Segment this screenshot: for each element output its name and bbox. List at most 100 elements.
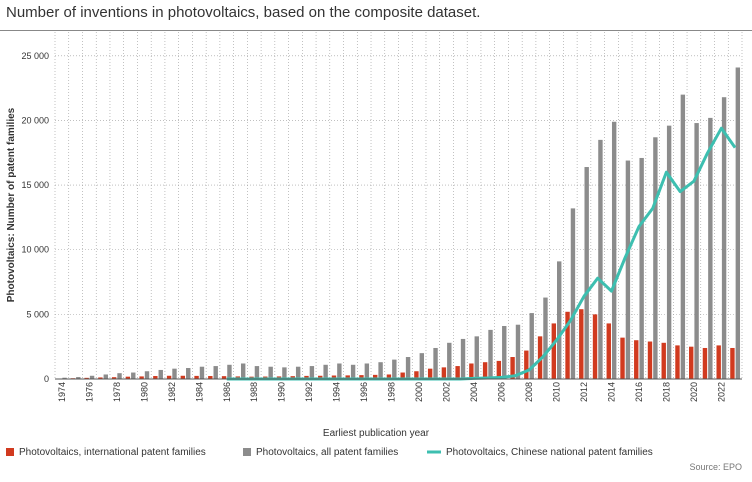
bar-all <box>62 377 67 379</box>
bar-international <box>372 374 378 379</box>
bar-all <box>103 374 108 379</box>
bar-all <box>543 297 548 379</box>
bar-international <box>318 375 323 379</box>
bar-all <box>268 366 273 379</box>
legend-label: Photovoltaics, Chinese national patent f… <box>446 447 653 458</box>
bar-international <box>606 323 611 379</box>
x-tick-label: 2008 <box>524 382 534 402</box>
bar-international <box>441 367 447 379</box>
x-tick-label: 2018 <box>661 382 671 402</box>
x-tick-label: 1990 <box>277 382 287 402</box>
x-tick-label: 1974 <box>57 382 67 402</box>
x-tick-label: 2014 <box>607 382 617 402</box>
x-tick-label: 1996 <box>359 382 369 402</box>
bar-international <box>111 377 117 379</box>
legend-swatch <box>6 448 14 456</box>
bar-all <box>89 375 95 379</box>
bar-all <box>447 342 452 379</box>
y-tick-label: 15 000 <box>21 180 49 190</box>
source-note: Source: EPO <box>689 462 742 472</box>
bar-international <box>125 376 131 379</box>
x-tick-label: 1980 <box>139 382 149 402</box>
bar-all <box>227 364 232 379</box>
bar-all <box>433 347 438 379</box>
bar-international <box>592 314 598 379</box>
bar-all <box>76 377 81 379</box>
bars-layer <box>56 67 741 380</box>
bar-all <box>598 139 603 379</box>
bar-international <box>661 342 666 379</box>
legend-item-chinese: Photovoltaics, Chinese national patent f… <box>427 447 653 458</box>
bar-international <box>482 362 488 379</box>
bar-international <box>551 323 557 379</box>
bar-all <box>721 97 727 379</box>
bar-international <box>730 347 735 379</box>
bar-all <box>584 167 589 379</box>
x-axis-label: Earliest publication year <box>323 428 430 439</box>
x-tick-label: 2016 <box>634 382 644 402</box>
bar-international <box>84 377 89 379</box>
bar-international <box>359 375 364 379</box>
bar-all <box>502 326 507 379</box>
bar-all <box>515 324 521 379</box>
x-tick-label: 2004 <box>469 382 479 402</box>
bar-all <box>419 353 425 379</box>
bar-international <box>524 350 529 379</box>
bar-international <box>620 337 625 379</box>
x-tick-label: 2020 <box>689 382 699 402</box>
bar-international <box>221 376 227 379</box>
bar-all <box>144 371 150 379</box>
bar-all <box>405 357 411 379</box>
bar-international <box>647 341 653 379</box>
y-tick-label: 0 <box>44 374 49 384</box>
bar-all <box>199 366 205 379</box>
bar-all <box>680 94 686 379</box>
bar-international <box>153 376 158 379</box>
x-tick-label: 1986 <box>222 382 232 402</box>
bar-all <box>158 369 163 379</box>
bar-all <box>392 359 397 379</box>
bar-all <box>653 137 658 379</box>
x-tick-label: 1976 <box>84 382 94 402</box>
bar-international <box>689 346 694 379</box>
chart-title: Number of inventions in photovoltaics, b… <box>6 4 481 21</box>
bar-international <box>510 357 515 379</box>
y-tick-label: 10 000 <box>21 245 49 255</box>
legend: Photovoltaics, international patent fami… <box>6 447 653 458</box>
x-tick-label: 1978 <box>112 382 122 402</box>
bar-international <box>345 375 350 379</box>
legend-item-international: Photovoltaics, international patent fami… <box>6 447 206 458</box>
bar-all <box>488 329 493 379</box>
bar-international <box>579 309 584 379</box>
bar-all <box>131 372 136 379</box>
bar-international <box>180 375 186 379</box>
axis-layer: 0 5 000 10 000 15 000 20 000 25 000 1974 1976 19… <box>21 51 742 402</box>
x-tick-label: 2022 <box>716 382 726 402</box>
bar-international <box>675 345 680 379</box>
bar-international <box>166 375 172 379</box>
bar-international <box>331 375 337 379</box>
bar-all <box>282 367 287 379</box>
bar-all <box>474 336 479 379</box>
legend-item-all: Photovoltaics, all patent families <box>243 447 398 458</box>
bar-all <box>625 160 631 379</box>
bar-all <box>708 117 713 379</box>
x-tick-label: 1984 <box>194 382 204 402</box>
y-tick-label: 20 000 <box>21 115 49 125</box>
legend-swatch <box>243 448 251 456</box>
bar-international <box>716 345 721 379</box>
bar-all <box>323 364 328 379</box>
bar-international <box>208 376 213 379</box>
bar-all <box>350 364 356 379</box>
bar-all <box>117 373 122 379</box>
x-tick-label: 1988 <box>249 382 259 402</box>
x-tick-label: 1982 <box>167 382 177 402</box>
bar-all <box>557 261 562 379</box>
bar-international <box>304 375 309 379</box>
bar-all <box>254 366 260 379</box>
bar-all <box>529 313 534 379</box>
bar-all <box>378 362 383 379</box>
bar-all <box>735 67 741 380</box>
